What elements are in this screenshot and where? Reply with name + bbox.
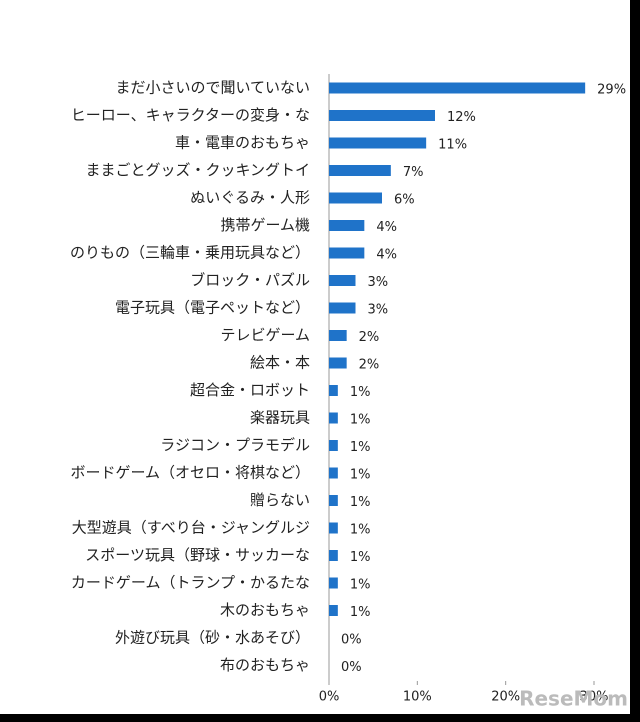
bar <box>329 302 356 314</box>
bar <box>329 385 338 396</box>
value-label: 6% <box>394 193 415 208</box>
value-label: 4% <box>376 220 397 235</box>
watermark: ReseMom <box>519 687 628 711</box>
y-tick-label: ヒーロー、キャラクターの変身・な <box>71 106 310 124</box>
bar <box>329 412 338 424</box>
bar <box>329 467 338 479</box>
y-tick-label: ラジコン・プラモデル <box>160 436 310 454</box>
bar <box>329 165 391 176</box>
bar <box>329 495 338 506</box>
y-tick-label: 携帯ゲーム機 <box>220 216 310 234</box>
y-tick-label: スポーツ玩具（野球・サッカーな <box>85 546 310 564</box>
right-border <box>630 0 640 722</box>
value-label: 7% <box>403 165 424 180</box>
y-tick-label: ままごとグッズ・クッキングトイ <box>85 161 310 179</box>
value-label: 1% <box>350 440 371 455</box>
bar <box>329 522 338 534</box>
top-band <box>0 0 640 62</box>
y-tick-label: のりもの（三輪車・乗用玩具など） <box>70 244 310 262</box>
bar <box>329 275 356 286</box>
value-label: 1% <box>350 523 371 538</box>
y-tick-label: ブロック・パズル <box>190 271 310 289</box>
value-label: 29% <box>597 83 626 98</box>
value-label: 1% <box>350 550 371 565</box>
x-tick-label: 10% <box>403 690 432 705</box>
bar <box>329 357 347 369</box>
x-tick-label: 30% <box>580 690 609 705</box>
y-tick-label: テレビゲーム <box>220 326 310 344</box>
bar <box>329 192 382 204</box>
bar <box>329 82 586 94</box>
y-tick-label: 電子玩具（電子ペットなど） <box>115 299 310 317</box>
y-tick-label: ぬいぐるみ・人形 <box>190 189 310 207</box>
value-label: 2% <box>359 358 380 373</box>
y-tick-label: 外遊び玩具（砂・水あそび） <box>115 629 310 647</box>
value-label: 1% <box>350 605 371 620</box>
value-label: 0% <box>341 660 362 675</box>
y-tick-label: 車・電車のおもちゃ <box>175 134 310 152</box>
y-tick-label: 贈らない <box>250 491 310 509</box>
y-tick-label: 楽器玩具 <box>250 409 310 427</box>
x-tick-label: 0% <box>319 690 340 705</box>
bar <box>329 330 347 341</box>
y-tick-label: 大型遊具（すべり台・ジャングルジ <box>72 519 310 537</box>
bar <box>329 440 338 451</box>
value-label: 0% <box>341 633 362 648</box>
bar <box>329 550 338 561</box>
y-tick-label: 布のおもちゃ <box>220 656 310 674</box>
bar <box>329 110 435 121</box>
value-label: 11% <box>438 138 467 153</box>
value-label: 12% <box>447 110 476 125</box>
bar <box>329 220 365 231</box>
value-label: 1% <box>350 413 371 428</box>
bottom-border <box>0 714 640 722</box>
value-label: 1% <box>350 468 371 483</box>
value-label: 3% <box>368 275 389 290</box>
value-label: 1% <box>350 578 371 593</box>
value-label: 3% <box>368 303 389 318</box>
x-tick-label: 20% <box>491 690 520 705</box>
y-tick-label: まだ小さいので聞いていない <box>115 79 310 97</box>
value-label: 4% <box>376 248 397 263</box>
value-label: 1% <box>350 495 371 510</box>
bar <box>329 577 338 589</box>
y-tick-label: 超合金・ロボット <box>190 381 310 399</box>
y-tick-label: カードゲーム（トランプ・かるたな <box>71 574 310 592</box>
bar <box>329 137 427 149</box>
y-tick-label: 絵本・本 <box>250 354 310 372</box>
value-label: 2% <box>359 330 380 345</box>
value-label: 1% <box>350 385 371 400</box>
bar <box>329 247 365 259</box>
bar <box>329 605 338 616</box>
y-tick-label: 木のおもちゃ <box>220 601 310 619</box>
y-tick-label: ボードゲーム（オセロ・将棋など） <box>70 464 310 482</box>
